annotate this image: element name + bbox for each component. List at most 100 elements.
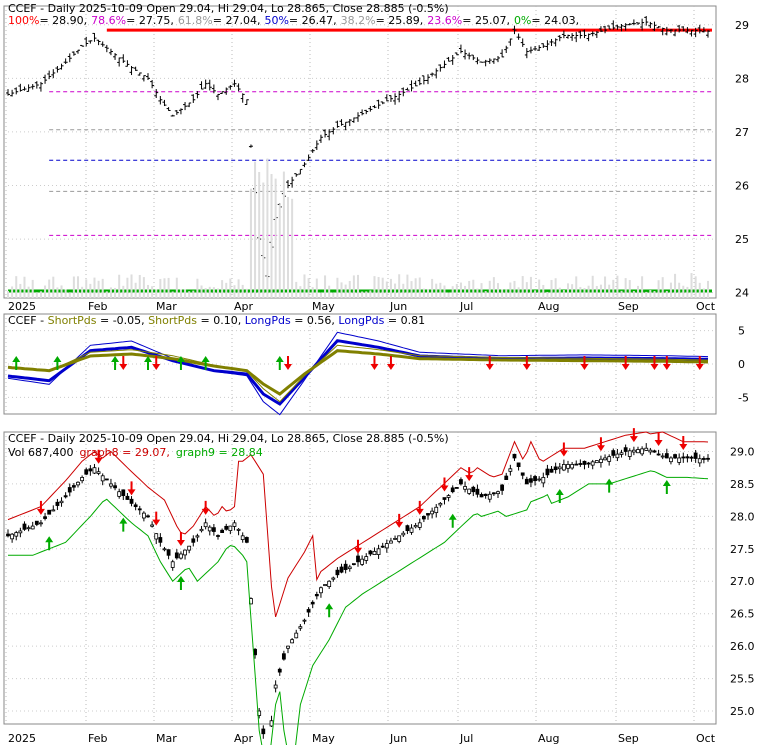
buy-arrow	[119, 517, 128, 532]
volume-bar	[562, 290, 565, 298]
volume-bar	[241, 284, 244, 298]
candle-body	[438, 502, 443, 506]
candle-body	[578, 463, 583, 465]
volume-bar	[352, 275, 355, 298]
fib-legend: 100% = 28.90, 78.6% = 27.75, 61.8% = 27.04…	[8, 14, 579, 27]
panel-1-y-tick: 26	[735, 179, 749, 192]
volume-bar	[114, 287, 117, 298]
volume-bar	[624, 278, 627, 298]
candle-body	[162, 548, 167, 551]
volume-bar	[591, 275, 594, 298]
candle-body	[360, 558, 365, 565]
volume-bar	[52, 276, 55, 298]
volume-bar	[204, 288, 207, 298]
candle-body	[529, 478, 533, 483]
candle-body	[364, 556, 369, 561]
candle-body	[356, 555, 360, 563]
sell-arrow	[152, 356, 161, 370]
candle-body	[479, 494, 484, 498]
panel-3-frame	[3, 431, 717, 725]
volume-bar	[192, 290, 195, 298]
panel-3-month-label: Feb	[88, 732, 107, 745]
candle-body	[195, 535, 200, 538]
fib-level-label: 61.8%	[178, 14, 213, 27]
candle-body	[84, 469, 89, 475]
panel-2-y-tick: 5	[738, 325, 745, 338]
volume-bar	[303, 274, 306, 298]
volume-bar	[291, 198, 294, 298]
fib-level-value: = 28.90,	[39, 14, 87, 27]
volume-bar	[447, 292, 450, 298]
candle-body	[211, 527, 216, 532]
volume-bar	[175, 277, 178, 298]
volume-bar	[151, 286, 154, 298]
candle-body	[516, 462, 521, 468]
volume-bar	[645, 291, 648, 298]
panel-2-title-part: CCEF -	[8, 314, 48, 327]
candle-body	[150, 524, 155, 527]
volume-bar	[427, 289, 429, 298]
sell-arrow	[354, 539, 362, 554]
panel-3-month-label: Mar	[156, 732, 177, 745]
buy-arrow	[45, 536, 54, 551]
volume-bar	[521, 276, 524, 298]
volume-bar	[237, 279, 240, 298]
buy-arrow	[176, 356, 185, 370]
volume-bar	[307, 278, 310, 298]
panel-2-title-part: = 0.81	[384, 314, 425, 327]
panel-1-y-tick: 25	[735, 233, 749, 246]
volume-bar	[344, 284, 347, 298]
panel-2-title-part: = 0.56,	[291, 314, 339, 327]
candle-body	[524, 478, 529, 485]
volume-bar	[97, 280, 100, 298]
volume-bar	[369, 290, 372, 298]
volume-bar	[455, 283, 458, 298]
volume-bar	[616, 275, 619, 298]
volume-bar	[105, 291, 108, 298]
volume-bar	[72, 276, 75, 298]
candle-body	[203, 522, 208, 528]
panel-3-legend-item: graph8 = 29.07,	[79, 446, 169, 459]
volume-bar	[212, 287, 215, 298]
volume-bar	[459, 282, 462, 298]
candle-body	[520, 472, 525, 476]
volume-bar	[60, 285, 63, 298]
panel-2-grid	[4, 314, 716, 414]
candle-body	[566, 464, 570, 469]
sell-arrow	[119, 356, 128, 370]
volume-bar	[274, 178, 277, 298]
sell-arrow	[127, 481, 136, 496]
candle-body	[347, 566, 352, 570]
volume-bar	[109, 287, 112, 298]
volume-bar	[637, 285, 639, 298]
volume-bar	[311, 287, 314, 298]
volume-bar	[575, 276, 578, 298]
volume-bar	[101, 278, 104, 298]
volume-bar	[336, 277, 339, 298]
volume-bar	[702, 288, 705, 298]
volume-bar	[89, 283, 92, 298]
sell-arrow	[695, 356, 704, 370]
volume-bar	[77, 276, 79, 298]
candle-body	[450, 487, 455, 493]
volume-bar	[7, 290, 9, 298]
candle-body	[100, 475, 105, 482]
volume-bar	[299, 286, 302, 298]
volume-bar	[31, 279, 34, 298]
candle-body	[681, 456, 686, 459]
candle-body	[471, 486, 476, 493]
panel-1-month-label: Jul	[459, 300, 473, 313]
candle-body	[652, 450, 657, 453]
volume-bar	[595, 285, 598, 298]
sell-arrow	[386, 356, 395, 370]
candle-body	[401, 532, 406, 536]
candle-body	[117, 491, 122, 497]
panel-3-y-tick: 26.5	[730, 608, 755, 621]
volume-bar	[542, 284, 545, 298]
candle-body	[232, 522, 237, 527]
panel-1-month-label: 2025	[8, 300, 36, 313]
candle-body	[599, 458, 603, 463]
volume-bar	[217, 288, 219, 298]
candle-body	[384, 543, 389, 549]
candle-body	[220, 529, 225, 533]
